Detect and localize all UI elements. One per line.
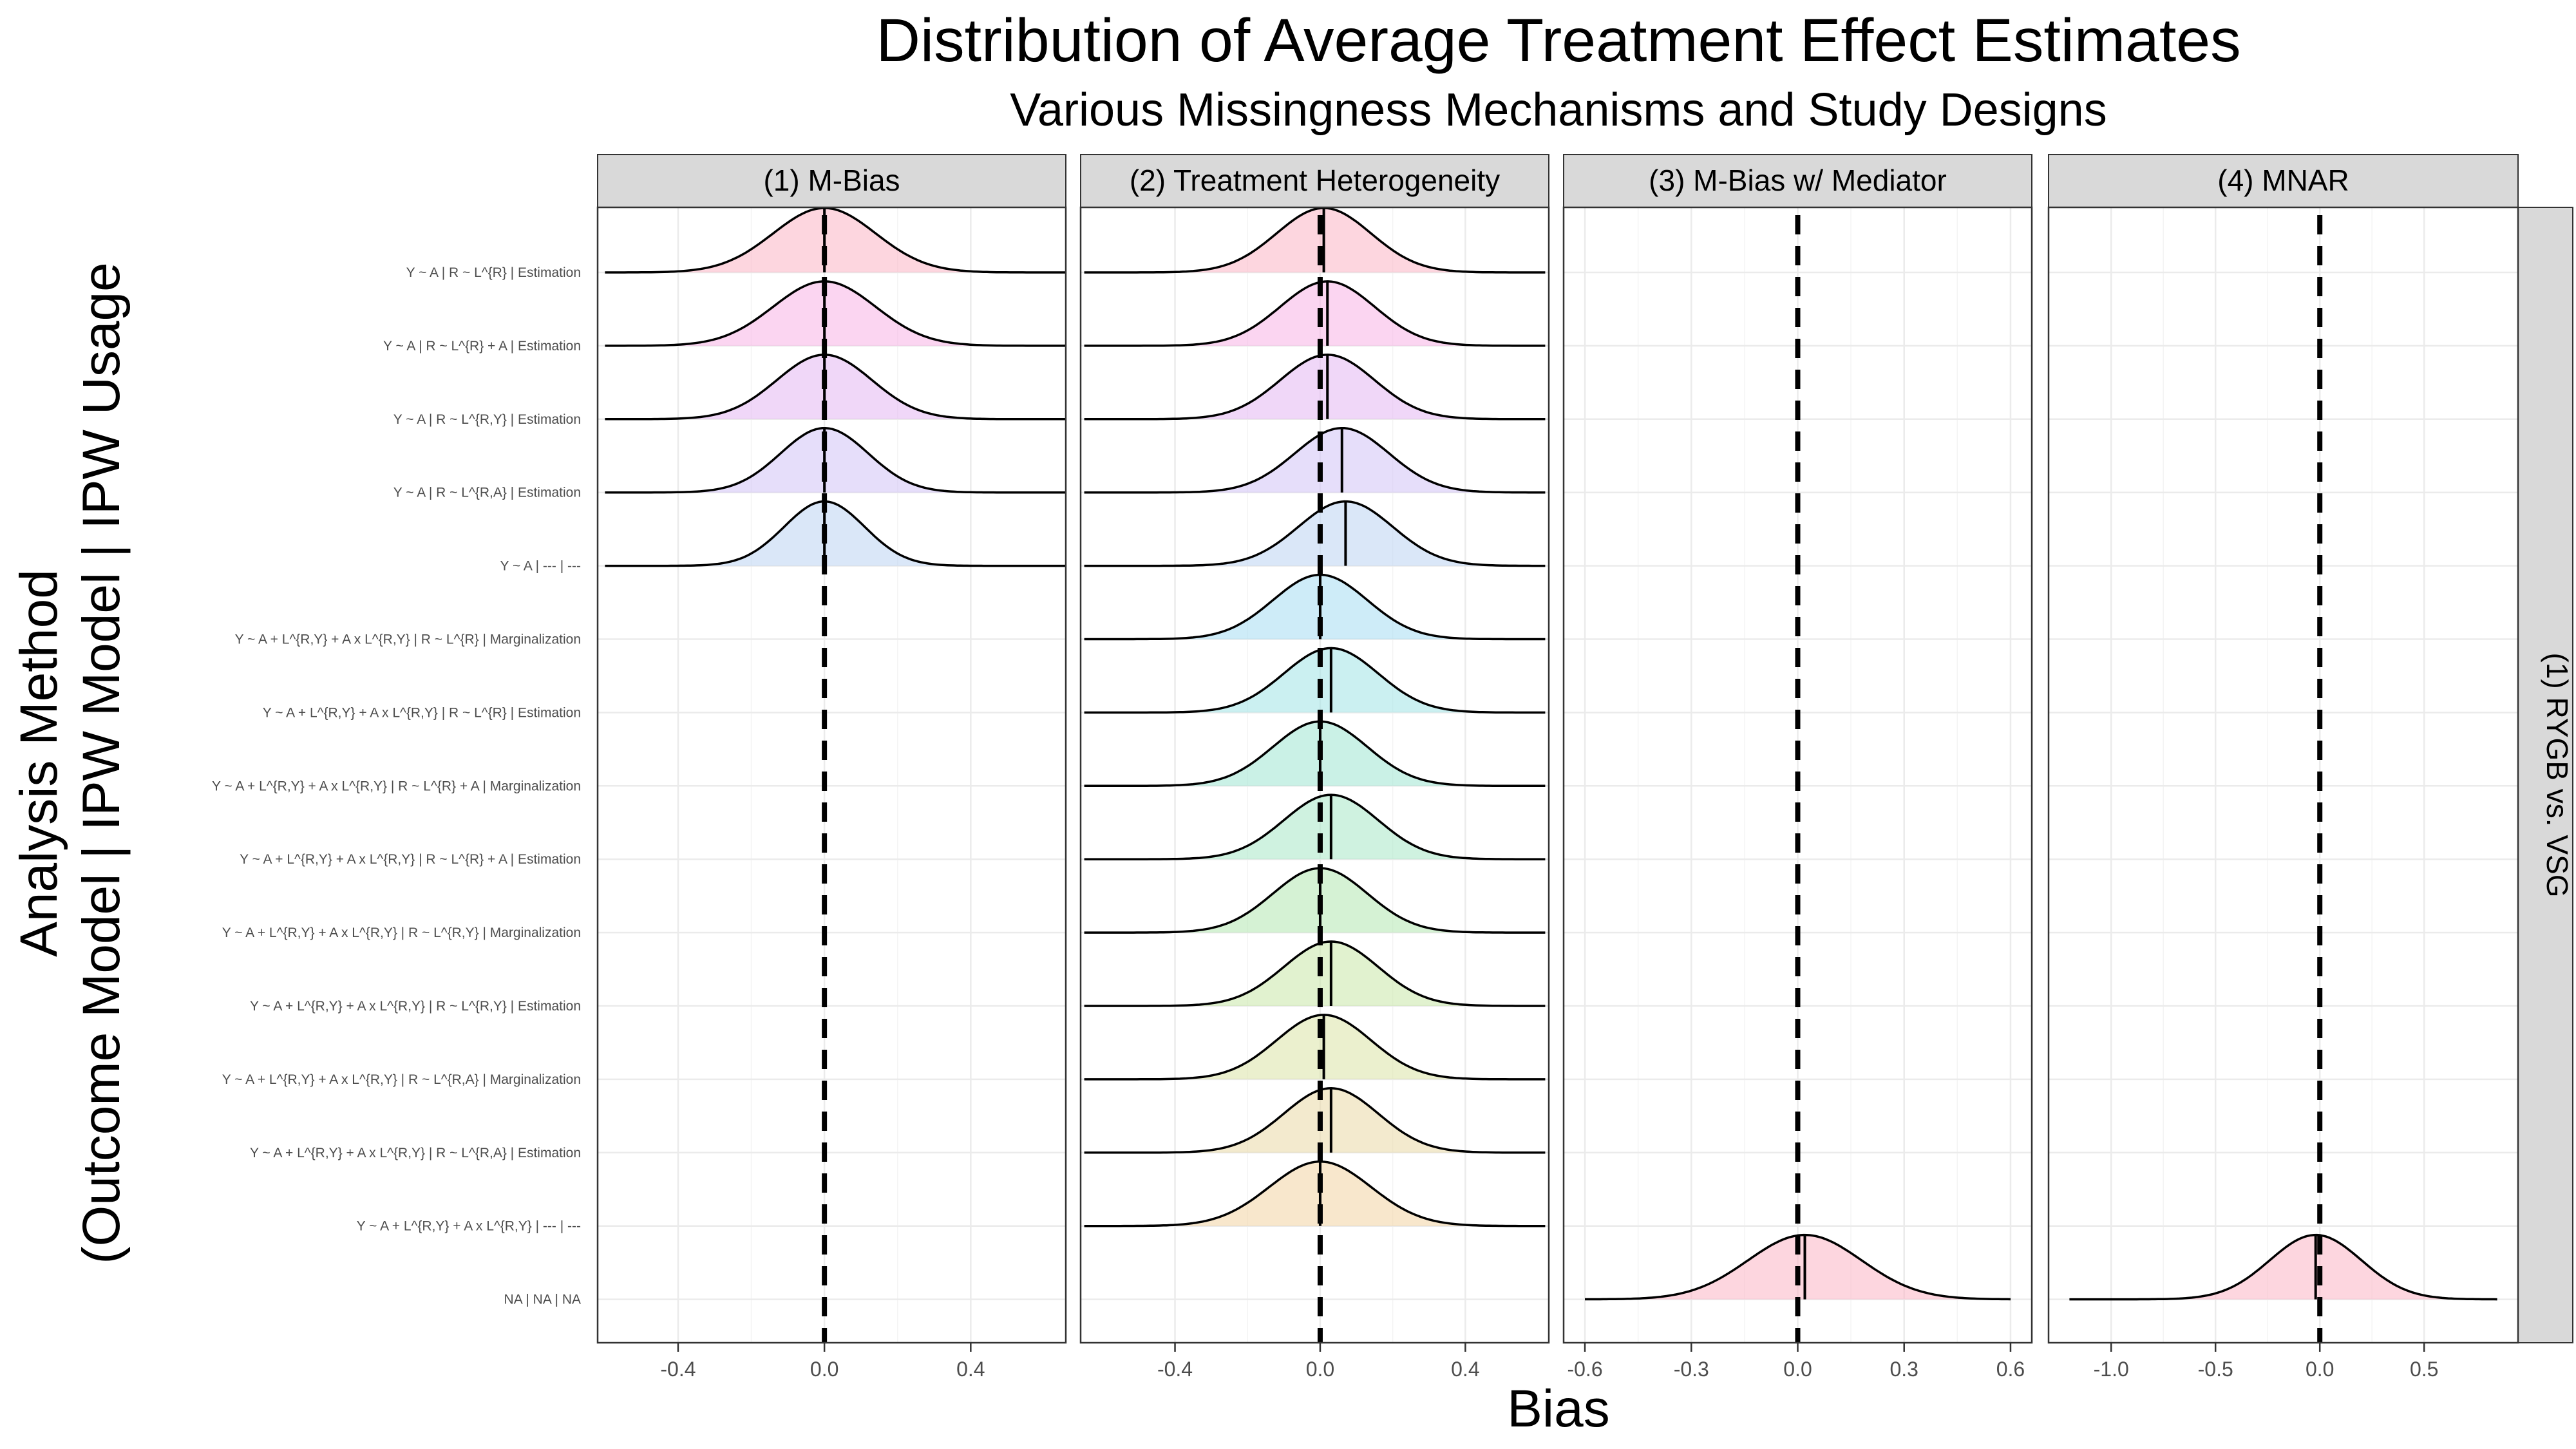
density-curve [1084, 867, 1546, 934]
x-tick-label: -0.3 [1674, 1358, 1709, 1381]
density-fill [1084, 208, 1546, 272]
density-curve [1084, 720, 1546, 788]
density-curve [1084, 280, 1546, 347]
facet-strip [1080, 154, 1549, 208]
density-fill [605, 354, 1066, 419]
density-fill [605, 501, 1066, 566]
y-tick-label: Y ~ A + L^{R,Y} + A x L^{R,Y} | R ~ L^{R… [222, 1072, 581, 1087]
density-curve [1084, 354, 1546, 421]
x-tick-label: 0.6 [1996, 1358, 2025, 1381]
facet-strip-label: (4) MNAR [2217, 164, 2349, 197]
panel-border [2047, 206, 2519, 1344]
y-tick-label: Y ~ A | R ~ L^{R,A} | Estimation [393, 486, 581, 500]
density-fill [1084, 354, 1546, 419]
x-axis-title: Bias [1507, 1379, 1610, 1438]
y-tick-label: Y ~ A | --- | --- [500, 559, 581, 574]
density-curve [1084, 573, 1546, 641]
facet-strip-label: (1) M-Bias [763, 164, 900, 197]
density-curve [605, 426, 1066, 494]
density-curve [1084, 793, 1546, 860]
density-curve [605, 280, 1066, 347]
x-tick-label: -0.6 [1567, 1358, 1602, 1381]
y-tick-label: Y ~ A + L^{R,Y} + A x L^{R,Y} | R ~ L^{R… [240, 852, 581, 867]
density-fill [1084, 574, 1546, 639]
y-tick-label: Y ~ A + L^{R,Y} + A x L^{R,Y} | R ~ L^{R… [222, 925, 581, 940]
row-strip-label: (1) RYGB vs. VSG [2541, 652, 2574, 897]
panel-background [2049, 207, 2518, 1343]
density-fill [1084, 1014, 1546, 1079]
density-curve [1084, 1160, 1546, 1227]
y-tick-label: Y ~ A + L^{R,Y} + A x L^{R,Y} | R ~ L^{R… [250, 1146, 581, 1160]
density-fill [605, 428, 1066, 493]
y-tick-label: Y ~ A + L^{R,Y} + A x L^{R,Y} | R ~ L^{R… [263, 705, 581, 720]
density-fill [1084, 501, 1546, 566]
density-fill [1084, 795, 1546, 860]
y-tick-label: Y ~ A + L^{R,Y} + A x L^{R,Y} | R ~ L^{R… [250, 999, 581, 1014]
y-tick-label: Y ~ A + L^{R,Y} + A x L^{R,Y} | R ~ L^{R… [212, 779, 581, 793]
facet-strip [1563, 154, 2032, 208]
row-strip [2517, 207, 2573, 1343]
panel-border [1079, 206, 1550, 1344]
density-curve [2069, 1233, 2497, 1301]
density-curve [1084, 647, 1546, 714]
y-tick-label: NA | NA | NA [504, 1293, 581, 1307]
facet-strip [2048, 154, 2519, 208]
chart-title: Distribution of Average Treatment Effect… [876, 6, 2240, 75]
y-tick-label: Y ~ A | R ~ L^{R,Y} | Estimation [393, 412, 581, 427]
density-fill [1084, 1161, 1546, 1226]
panel-border [596, 206, 1067, 1344]
density-curve [1084, 1087, 1546, 1154]
x-tick-label: 0.0 [1783, 1358, 1812, 1381]
x-tick-label: 0.0 [2306, 1358, 2334, 1381]
x-tick-label: 0.5 [2410, 1358, 2438, 1381]
density-fill [1084, 1088, 1546, 1153]
density-curve [1084, 940, 1546, 1007]
density-fill [1084, 942, 1546, 1006]
density-fill [605, 281, 1066, 346]
density-fill [1084, 868, 1546, 933]
density-fill [1084, 648, 1546, 713]
density-curve [1084, 426, 1546, 494]
x-tick-label: 0.3 [1889, 1358, 1918, 1381]
plot-layer: (1) RYGB vs. VSG Y ~ A | R ~ L^{R} | Esti… [212, 154, 2574, 1381]
x-tick-label: -0.4 [1157, 1358, 1193, 1381]
y-tick-label: Y ~ A | R ~ L^{R} | Estimation [406, 265, 581, 280]
density-fill [1084, 721, 1546, 786]
density-fill [1084, 428, 1546, 493]
chart-subtitle: Various Missingness Mechanisms and Study… [1010, 84, 2107, 136]
x-tick-label: -1.0 [2094, 1358, 2129, 1381]
y-tick-label: Y ~ A + L^{R,Y} + A x L^{R,Y} | --- | --… [357, 1219, 581, 1234]
y-axis-title-line1: Analysis Method [10, 569, 68, 957]
facet-strip-label: (2) Treatment Heterogeneity [1130, 164, 1500, 197]
density-curve [605, 207, 1066, 274]
density-curve [1084, 207, 1546, 274]
facet-strip [597, 154, 1066, 208]
x-tick-label: 0.4 [1451, 1358, 1479, 1381]
density-curve [605, 354, 1066, 421]
x-tick-label: 0.0 [810, 1358, 838, 1381]
density-fill [1084, 281, 1546, 346]
y-tick-label: Y ~ A + L^{R,Y} + A x L^{R,Y} | R ~ L^{R… [235, 632, 581, 647]
density-curve [1084, 1014, 1546, 1081]
y-axis-title-line2: (Outcome Model | IPW Model | IPW Usage [72, 262, 131, 1264]
x-tick-label: -0.5 [2198, 1358, 2233, 1381]
y-tick-label: Y ~ A | R ~ L^{R} + A | Estimation [383, 339, 581, 354]
x-tick-label: -0.4 [660, 1358, 696, 1381]
density-curve [605, 500, 1066, 567]
x-tick-label: 0.0 [1306, 1358, 1334, 1381]
x-tick-label: 0.4 [956, 1358, 985, 1381]
facet-strip-label: (3) M-Bias w/ Mediator [1649, 164, 1947, 197]
density-fill [605, 208, 1066, 272]
density-curve [1084, 500, 1546, 567]
